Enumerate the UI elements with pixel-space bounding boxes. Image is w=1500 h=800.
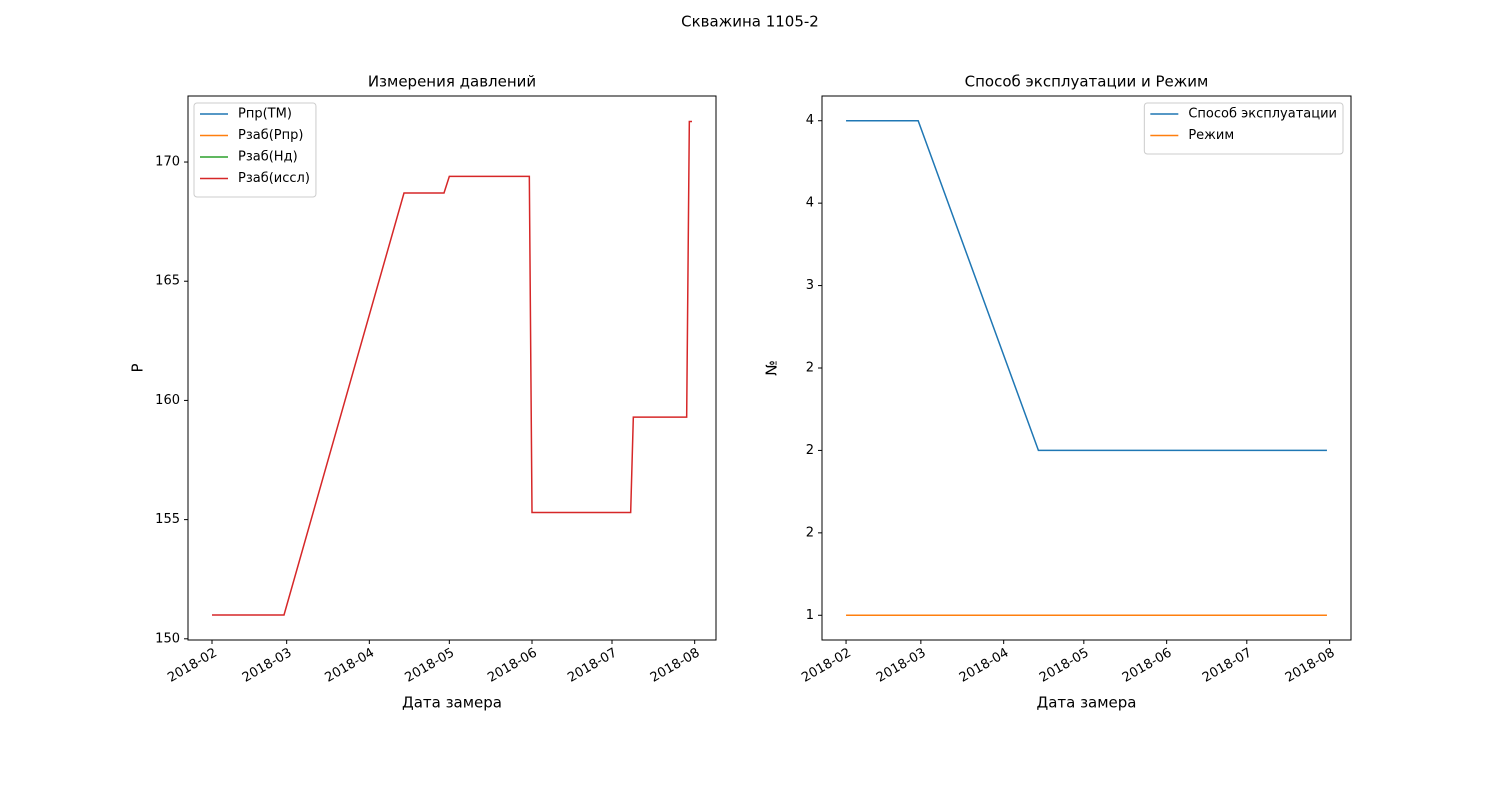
x-tick-label: 2018-07 xyxy=(1200,646,1255,686)
y-tick-label: 165 xyxy=(155,274,180,289)
x-tick-label: 2018-08 xyxy=(1283,646,1338,686)
x-tick-label: 2018-07 xyxy=(565,646,620,686)
x-tick-label: 2018-04 xyxy=(957,646,1012,686)
legend-frame xyxy=(1143,102,1344,155)
legend-label: Режим xyxy=(1188,128,1234,143)
x-axis-label: Дата замера xyxy=(1036,694,1136,712)
y-tick-label: 2 xyxy=(806,443,814,458)
y-tick-label: 2 xyxy=(806,361,814,376)
chart: Измерения давлений Дата замера P 150 155 160 1… xyxy=(129,73,717,712)
x-tick-label: 2018-03 xyxy=(240,646,295,686)
legend-label: Pзаб(Pпр) xyxy=(238,128,303,143)
series-line xyxy=(846,119,1327,452)
legend-label: Способ эксплуатации xyxy=(1188,107,1337,122)
y-tick-label: 150 xyxy=(155,631,180,646)
x-tick-label: 2018-02 xyxy=(799,646,854,686)
legend-label: Pзаб(иссл) xyxy=(238,171,310,186)
legend: Pпр(ТМ) Pзаб(Pпр) Pзаб(Нд) Pзаб(иссл) xyxy=(193,102,317,198)
x-axis-label: Дата замера xyxy=(402,694,502,712)
y-tick-label: 1 xyxy=(806,608,814,623)
y-tick-label: 4 xyxy=(806,196,814,211)
x-tick-label: 2018-03 xyxy=(874,646,929,686)
chart: Способ эксплуатации и Режим Дата замера № 1… xyxy=(763,73,1352,712)
y-tick-label: 4 xyxy=(806,113,814,128)
x-tick-label: 2018-08 xyxy=(648,646,703,686)
x-tick-label: 2018-04 xyxy=(323,646,378,686)
legend-frame xyxy=(193,102,317,198)
x-tick-label: 2018-06 xyxy=(1120,646,1175,686)
y-axis-label: P xyxy=(129,363,147,372)
y-tick-label: 155 xyxy=(155,512,180,527)
y-tick-label: 170 xyxy=(155,155,180,170)
figure-title: Скважина 1105-2 xyxy=(681,13,819,31)
y-tick-label: 160 xyxy=(155,393,180,408)
x-tick-label: 2018-05 xyxy=(403,646,458,686)
legend: Способ эксплуатации Режим xyxy=(1143,102,1344,155)
plot-frame xyxy=(821,95,1352,641)
plot-frame xyxy=(187,95,717,641)
x-tick-label: 2018-05 xyxy=(1037,646,1092,686)
legend-label: Pзаб(Нд) xyxy=(238,150,298,165)
y-tick-label: 3 xyxy=(806,278,814,293)
legend-label: Pпр(ТМ) xyxy=(238,107,292,122)
x-tick-label: 2018-02 xyxy=(165,646,220,686)
chart-title: Измерения давлений xyxy=(368,73,536,91)
y-axis-label: № xyxy=(763,360,781,376)
series-line xyxy=(212,120,692,616)
y-tick-label: 2 xyxy=(806,525,814,540)
x-tick-label: 2018-06 xyxy=(485,646,540,686)
chart-title: Способ эксплуатации и Режим xyxy=(965,73,1209,91)
